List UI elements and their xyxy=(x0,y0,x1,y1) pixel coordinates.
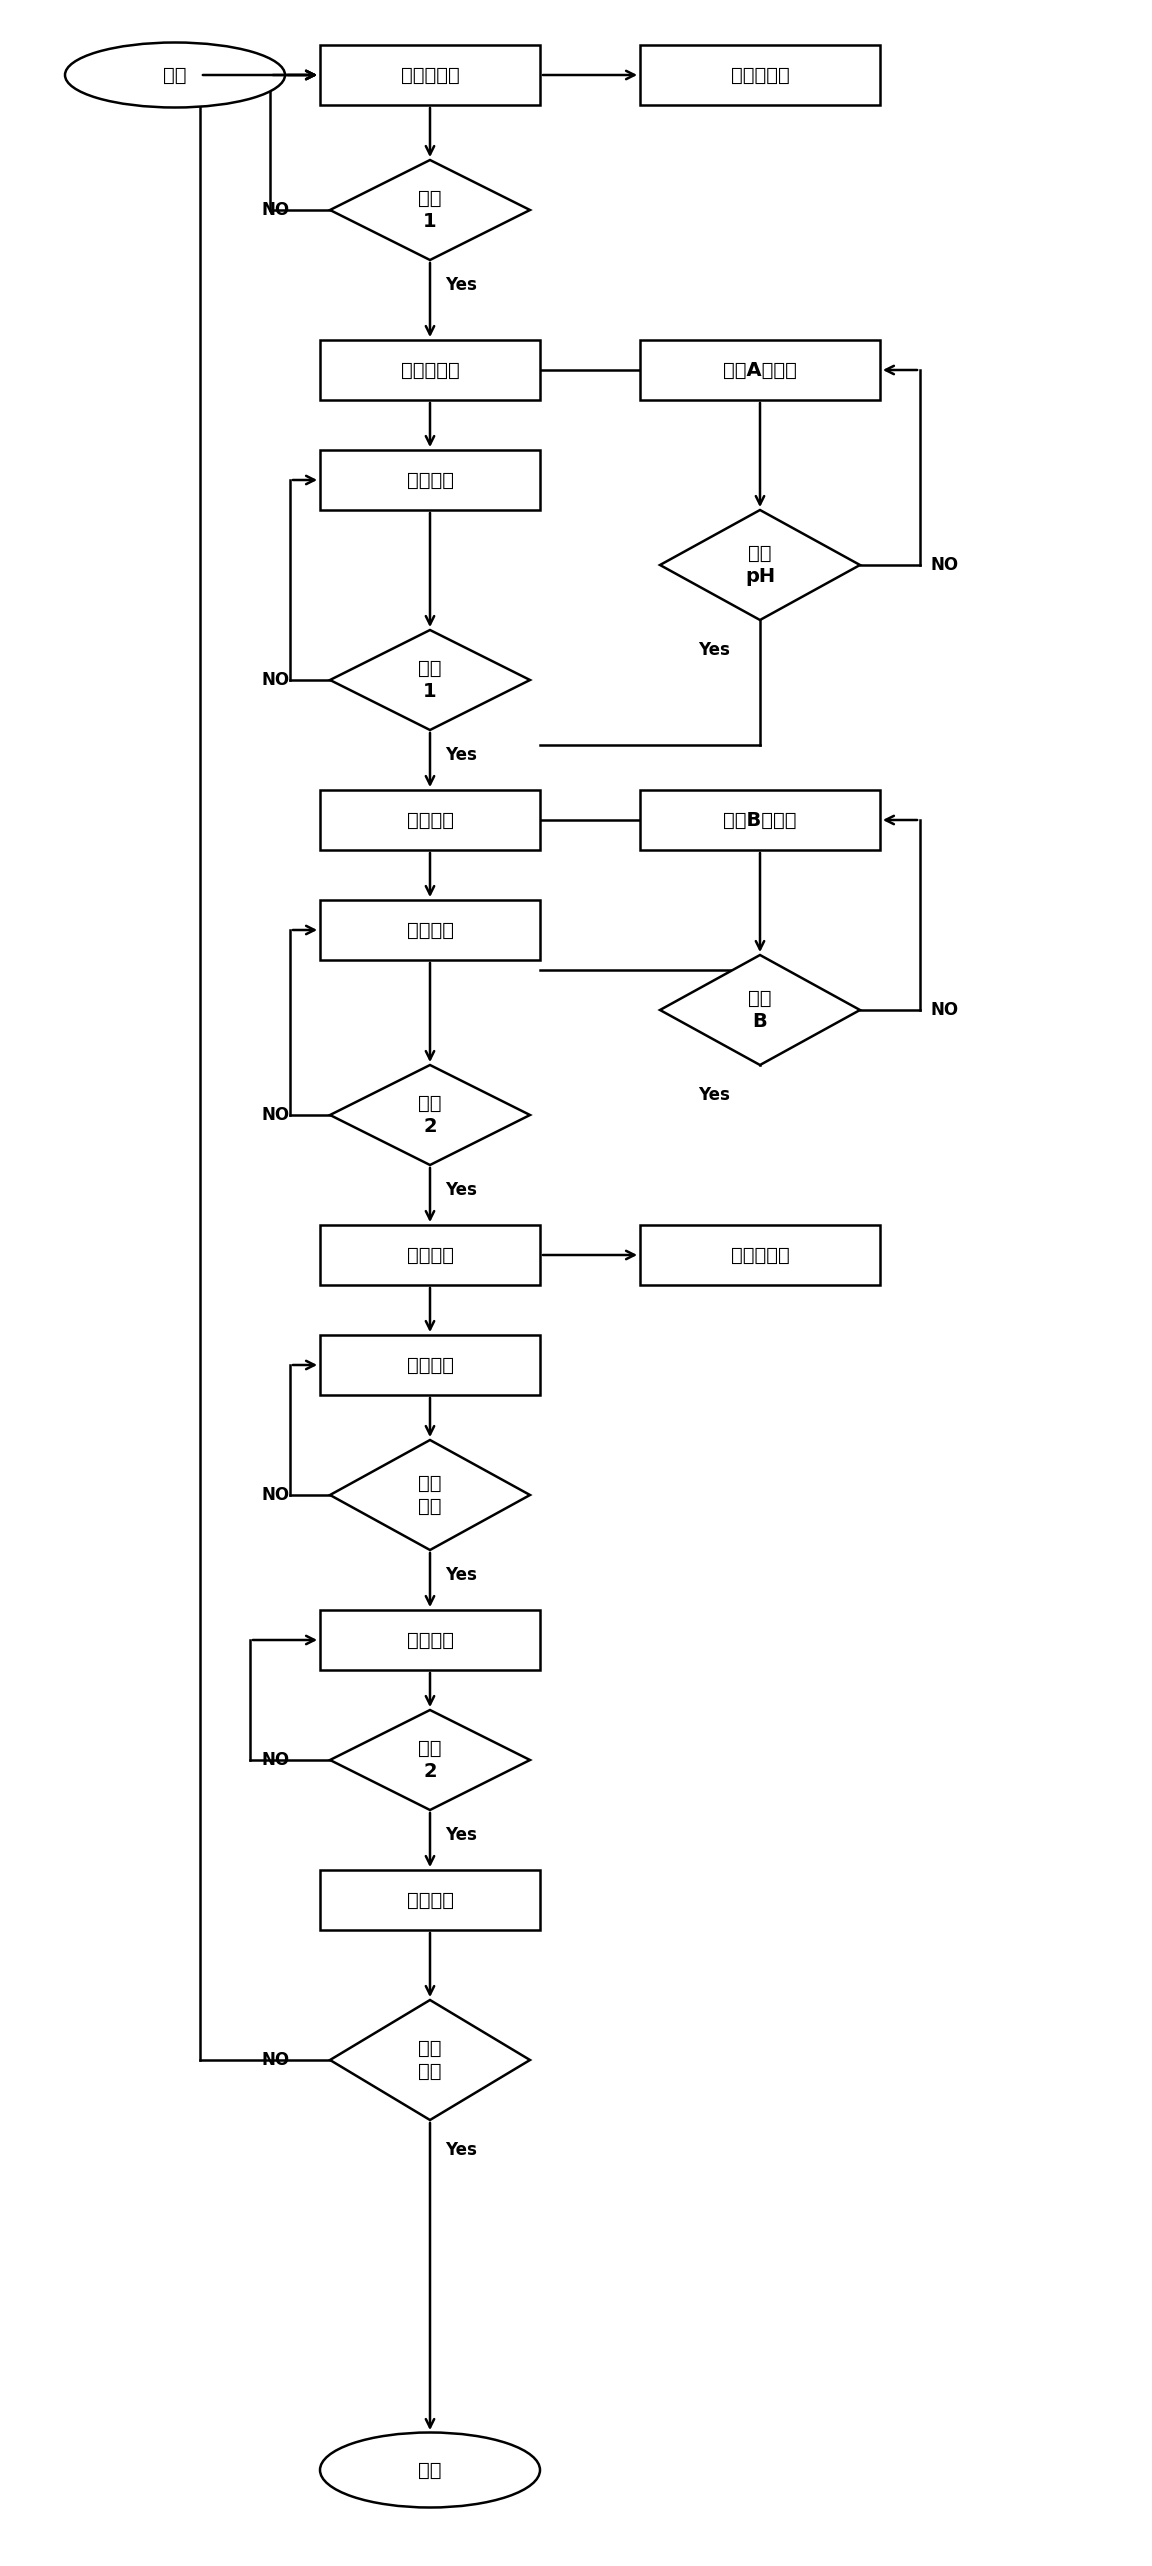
Text: NO: NO xyxy=(262,200,290,218)
FancyBboxPatch shape xyxy=(320,1334,540,1396)
FancyBboxPatch shape xyxy=(641,790,880,849)
Text: NO: NO xyxy=(262,1106,290,1124)
Text: 微波暂停: 微波暂停 xyxy=(407,811,454,829)
Polygon shape xyxy=(329,1709,530,1809)
Text: 循环
次数: 循环 次数 xyxy=(418,2040,441,2081)
Text: Yes: Yes xyxy=(445,1180,477,1198)
Text: NO: NO xyxy=(262,670,290,690)
Text: 微波启动: 微波启动 xyxy=(407,470,454,490)
Polygon shape xyxy=(329,1999,530,2120)
Text: NO: NO xyxy=(262,1750,290,1768)
Text: 进泥泵启动: 进泥泵启动 xyxy=(401,67,460,85)
Text: 液位
2: 液位 2 xyxy=(418,1740,441,1781)
FancyBboxPatch shape xyxy=(320,1871,540,1930)
Polygon shape xyxy=(329,159,530,259)
Text: 温度
2: 温度 2 xyxy=(418,1093,441,1137)
FancyBboxPatch shape xyxy=(320,790,540,849)
Text: 搅拌器启动: 搅拌器启动 xyxy=(730,67,789,85)
Text: 进泥泵停止: 进泥泵停止 xyxy=(401,359,460,380)
Text: NO: NO xyxy=(930,1001,958,1019)
Text: 开始: 开始 xyxy=(164,67,187,85)
Ellipse shape xyxy=(320,2433,540,2507)
Text: 试剂B计量泵: 试剂B计量泵 xyxy=(723,811,797,829)
Text: NO: NO xyxy=(930,557,958,575)
Text: 搅拌器停止: 搅拌器停止 xyxy=(730,1245,789,1265)
FancyBboxPatch shape xyxy=(320,449,540,511)
Text: 液位
1: 液位 1 xyxy=(418,190,441,231)
Text: Yes: Yes xyxy=(445,2140,477,2158)
Text: Yes: Yes xyxy=(698,642,730,659)
Ellipse shape xyxy=(65,44,285,108)
Text: 保温延时: 保温延时 xyxy=(407,1355,454,1375)
Text: Yes: Yes xyxy=(698,1085,730,1103)
Polygon shape xyxy=(660,511,861,621)
Polygon shape xyxy=(660,955,861,1065)
Text: Yes: Yes xyxy=(445,1565,477,1583)
FancyBboxPatch shape xyxy=(641,46,880,105)
Text: 微波启动: 微波启动 xyxy=(407,921,454,939)
Text: Yes: Yes xyxy=(445,747,477,765)
Text: Yes: Yes xyxy=(445,277,477,295)
Text: Yes: Yes xyxy=(445,1827,477,1845)
FancyBboxPatch shape xyxy=(320,1609,540,1670)
Text: NO: NO xyxy=(262,2050,290,2068)
Text: 排泥启动: 排泥启动 xyxy=(407,1629,454,1650)
Text: 结束: 结束 xyxy=(418,2461,441,2479)
FancyBboxPatch shape xyxy=(641,1224,880,1286)
Polygon shape xyxy=(329,1440,530,1550)
FancyBboxPatch shape xyxy=(320,901,540,960)
FancyBboxPatch shape xyxy=(320,341,540,400)
Text: 微波停止: 微波停止 xyxy=(407,1245,454,1265)
FancyBboxPatch shape xyxy=(641,341,880,400)
Text: 目标
pH: 目标 pH xyxy=(745,544,775,585)
FancyBboxPatch shape xyxy=(320,46,540,105)
Text: 目标
时间: 目标 时间 xyxy=(418,1473,441,1517)
Polygon shape xyxy=(329,631,530,729)
FancyBboxPatch shape xyxy=(320,1224,540,1286)
Text: 剂量
B: 剂量 B xyxy=(749,988,772,1032)
Text: 排泥停止: 排泥停止 xyxy=(407,1891,454,1909)
Polygon shape xyxy=(329,1065,530,1165)
Text: 温度
1: 温度 1 xyxy=(418,659,441,701)
Text: 试剂A计量泵: 试剂A计量泵 xyxy=(723,359,797,380)
Text: NO: NO xyxy=(262,1486,290,1504)
